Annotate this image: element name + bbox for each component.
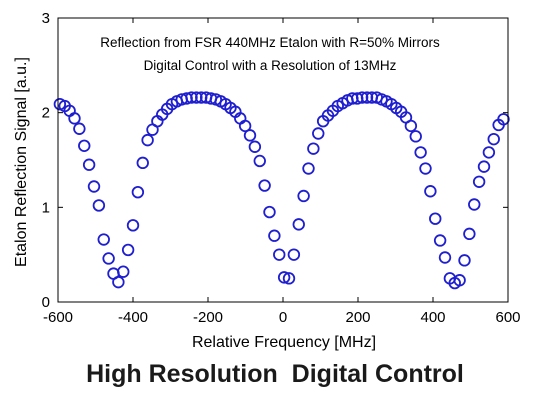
data-point bbox=[307, 142, 320, 155]
data-point bbox=[404, 119, 418, 133]
data-point bbox=[273, 248, 286, 261]
data-point bbox=[472, 175, 486, 188]
data-point bbox=[131, 185, 145, 199]
data-point bbox=[282, 272, 296, 285]
data-point bbox=[117, 265, 130, 278]
axis-ticks: -600 -400 -200 0 200 400 600 0 1 2 3 bbox=[42, 10, 521, 326]
data-point bbox=[458, 254, 471, 267]
x-tick-label: 600 bbox=[495, 309, 520, 326]
x-axis-label: Relative Frequency [MHz] bbox=[192, 334, 376, 351]
x-tick-label: 400 bbox=[420, 309, 445, 326]
data-point bbox=[433, 234, 447, 247]
data-point bbox=[87, 180, 101, 193]
data-point bbox=[97, 233, 110, 246]
data-point bbox=[277, 271, 291, 284]
data-point bbox=[409, 130, 422, 143]
data-point bbox=[263, 205, 276, 219]
data-point bbox=[112, 275, 125, 289]
y-tick-label: 1 bbox=[42, 199, 50, 216]
data-point bbox=[268, 229, 281, 242]
data-points bbox=[53, 91, 510, 290]
data-point bbox=[121, 243, 135, 257]
data-point bbox=[429, 212, 442, 225]
data-point bbox=[258, 179, 271, 192]
data-point bbox=[414, 146, 427, 159]
chart-title: Reflection from FSR 440MHz Etalon with R… bbox=[100, 35, 440, 50]
y-tick-label: 2 bbox=[42, 105, 50, 122]
data-point bbox=[477, 160, 491, 173]
data-point bbox=[468, 198, 481, 211]
data-point bbox=[419, 162, 432, 175]
data-point bbox=[92, 199, 106, 212]
data-point bbox=[287, 248, 301, 261]
data-point bbox=[482, 146, 496, 159]
data-point bbox=[68, 112, 81, 125]
data-point bbox=[297, 189, 310, 203]
data-point bbox=[141, 133, 154, 147]
data-point bbox=[312, 127, 325, 140]
data-point bbox=[126, 219, 140, 232]
etalon-reflection-chart: -600 -400 -200 0 200 400 600 0 1 2 3 Reflection fr… bbox=[13, 10, 521, 351]
chart-subtitle: Digital Control with a Resolution of 13M… bbox=[144, 58, 397, 73]
data-point bbox=[136, 156, 149, 170]
data-point bbox=[497, 113, 510, 126]
data-point bbox=[243, 129, 257, 142]
data-point bbox=[438, 251, 452, 264]
y-axis-label: Etalon Reflection Signal [a.u.] bbox=[13, 57, 30, 267]
y-tick-label: 0 bbox=[42, 294, 50, 311]
data-point bbox=[253, 154, 266, 168]
data-point bbox=[424, 185, 437, 198]
x-tick-label: -400 bbox=[118, 309, 148, 326]
data-point bbox=[78, 139, 91, 153]
y-tick-label: 3 bbox=[42, 10, 50, 27]
x-tick-label: 200 bbox=[345, 309, 370, 326]
data-point bbox=[73, 122, 86, 135]
data-point bbox=[463, 227, 476, 241]
data-point bbox=[238, 119, 252, 133]
x-tick-label: -600 bbox=[43, 309, 73, 326]
data-point bbox=[292, 218, 305, 231]
x-tick-label: -200 bbox=[193, 309, 223, 326]
data-point bbox=[453, 274, 466, 287]
caption: High Resolution Digital Control bbox=[86, 360, 464, 388]
data-point bbox=[248, 140, 262, 153]
data-point bbox=[302, 162, 315, 175]
data-point bbox=[102, 252, 115, 265]
x-tick-label: 0 bbox=[279, 309, 287, 326]
data-point bbox=[82, 158, 96, 171]
data-point bbox=[487, 132, 500, 146]
